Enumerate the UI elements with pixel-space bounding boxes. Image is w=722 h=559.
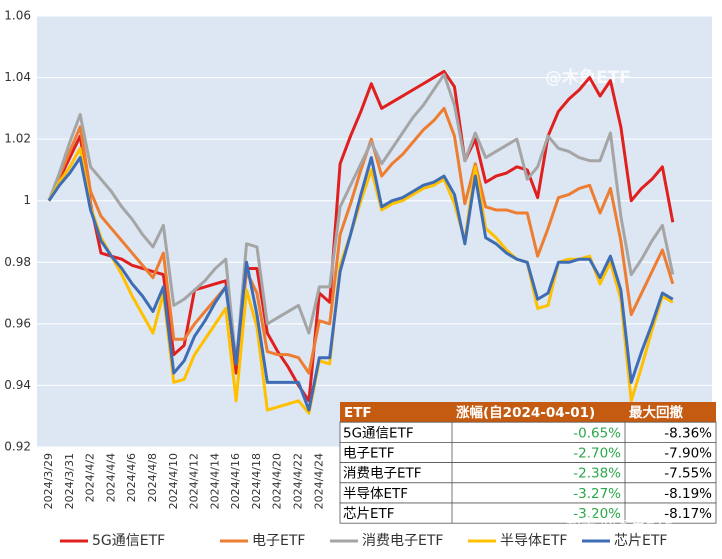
y-tick-label: 0.96 — [4, 316, 31, 330]
series-line — [47, 72, 675, 366]
x-tick-label: 2024/4/12 — [188, 453, 201, 509]
table-header-cell: 涨幅(自2024-04-01) — [456, 404, 595, 421]
table-cell: 5G通信ETF — [343, 425, 414, 441]
x-tick-label: 2024/4/2 — [84, 453, 97, 502]
x-tick-label: 2024/4/6 — [125, 453, 138, 502]
legend-label: 芯片ETF — [614, 533, 667, 549]
table-cell: -3.27% — [573, 486, 621, 502]
table-cell: -8.19% — [664, 486, 712, 502]
table-row-bg — [339, 502, 717, 524]
y-tick-label: 1.04 — [4, 70, 31, 84]
table-cell: 消费电子ETF — [343, 466, 422, 482]
table-cell: -2.70% — [573, 446, 621, 462]
table-header-cell: 最大回撤 — [629, 404, 683, 421]
table-cell: -3.20% — [573, 506, 621, 522]
x-tick-label: 2024/4/10 — [167, 453, 180, 509]
table-row-bg — [339, 441, 717, 463]
legend-label: 半导体ETF — [500, 533, 567, 549]
y-tick-label: 1 — [23, 193, 31, 207]
table-header-cell: ETF — [344, 405, 372, 421]
legend-label: 电子ETF — [252, 533, 305, 549]
x-tick-label: 2024/4/18 — [250, 453, 263, 509]
series-line — [47, 146, 674, 415]
source-watermark: 知乎 @木鱼ETF — [566, 515, 673, 533]
series-line — [47, 156, 674, 412]
y-tick-label: 0.98 — [4, 255, 31, 269]
x-tick-label: 2024/4/4 — [104, 453, 117, 502]
table-cell: -8.17% — [664, 506, 712, 522]
table-cell: 电子ETF — [343, 446, 395, 462]
x-tick-label: 2024/4/16 — [229, 453, 242, 509]
summary-table: ETF 涨幅(自2024-04-01) 最大回撤 5G通信ETF -0.65% -8.36… — [339, 402, 717, 524]
table-cell: -8.36% — [664, 425, 712, 441]
table-cell: -0.65% — [573, 425, 621, 441]
x-tick-label: 2024/4/20 — [271, 453, 284, 509]
y-tick-label: 0.92 — [4, 440, 31, 454]
legend-label: 5G通信ETF — [92, 533, 165, 549]
series-line — [47, 69, 675, 403]
x-tick-label: 2024/4/8 — [146, 453, 159, 502]
table-cell: -7.90% — [664, 446, 712, 462]
table-cell: -2.38% — [573, 466, 621, 482]
x-tick-label: 2024/3/29 — [42, 453, 55, 509]
table-header-bg — [340, 402, 716, 423]
legend-label: 消费电子ETF — [362, 533, 443, 549]
table-cell: -7.55% — [664, 466, 712, 482]
x-tick-label: 2024/4/24 — [312, 453, 325, 509]
y-tick-label: 0.94 — [4, 378, 31, 392]
y-tick-label: 1.06 — [4, 9, 31, 23]
x-tick-label: 2024/4/22 — [292, 453, 305, 509]
table-cell: 芯片ETF — [343, 506, 395, 522]
series-line — [47, 106, 675, 375]
x-tick-label: 2024/3/31 — [63, 453, 76, 509]
x-tick-label: 2024/4/14 — [208, 453, 221, 509]
y-tick-label: 1.02 — [4, 132, 31, 146]
table-cell: 半导体ETF — [343, 486, 408, 502]
